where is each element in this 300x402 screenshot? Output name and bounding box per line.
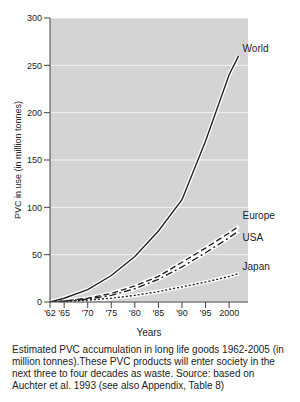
html-text:Estimated PVC accumulation in: Estimated PVC accumulation in long life …	[12, 344, 284, 391]
svg-text:300: 300	[27, 13, 42, 23]
svg-text:Japan: Japan	[243, 261, 270, 272]
svg-text:50: 50	[32, 250, 42, 260]
svg-text:'65: '65	[58, 308, 70, 318]
svg-text:100: 100	[27, 203, 42, 213]
svg-text:Europe: Europe	[243, 210, 276, 221]
svg-text:250: 250	[27, 61, 42, 71]
svg-text:200: 200	[27, 108, 42, 118]
svg-text:'62: '62	[44, 308, 56, 318]
svg-text:'90: '90	[176, 308, 188, 318]
svg-text:0: 0	[37, 297, 42, 307]
svg-text:'95: '95	[200, 308, 212, 318]
svg-text:150: 150	[27, 155, 42, 165]
svg-text:'85: '85	[153, 308, 165, 318]
svg-text:USA: USA	[243, 232, 264, 243]
svg-text:'70: '70	[82, 308, 94, 318]
svg-text:'75: '75	[105, 308, 117, 318]
svg-text:Years: Years	[136, 327, 161, 338]
svg-text:2000: 2000	[219, 308, 239, 318]
svg-text:World: World	[243, 43, 269, 54]
svg-text:'80: '80	[129, 308, 141, 318]
svg-text:PVC in use (in million tonnes): PVC in use (in million tonnes)	[13, 101, 23, 219]
